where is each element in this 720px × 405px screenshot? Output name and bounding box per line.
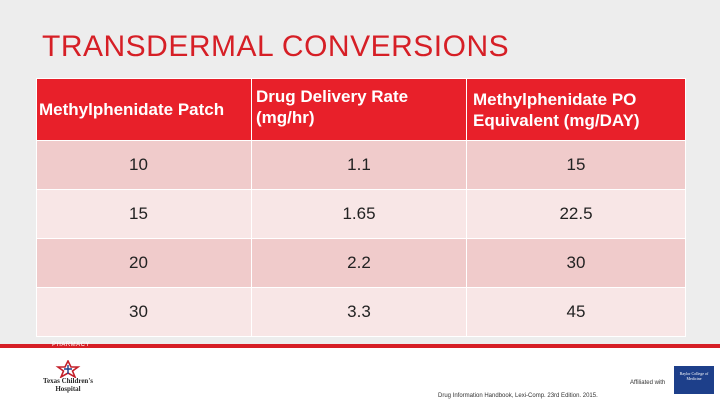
table-cell: 45 xyxy=(466,287,686,337)
table-cell: 2.2 xyxy=(251,238,467,288)
table-row: 10 1.1 15 xyxy=(36,140,686,190)
table-row: 30 3.3 45 xyxy=(36,287,686,337)
table-cell: 1.65 xyxy=(251,189,467,239)
hospital-logo: Texas Children's Hospital xyxy=(38,360,118,400)
footer-divider xyxy=(0,344,720,348)
table-cell: 3.3 xyxy=(251,287,467,337)
column-header-delivery-rate: Drug Delivery Rate (mg/hr) xyxy=(251,78,467,141)
table-row: 15 1.65 22.5 xyxy=(36,189,686,239)
table-cell: 15 xyxy=(466,140,686,190)
affiliation-badge: Baylor College of Medicine xyxy=(674,366,714,394)
section-label: PHARMACY xyxy=(52,342,91,348)
citation: Drug Information Handbook, Lexi-Comp. 23… xyxy=(438,393,598,399)
conversion-table: Methylphenidate Patch Drug Delivery Rate… xyxy=(36,78,686,337)
hospital-logo-text: Texas Children's Hospital xyxy=(43,377,93,393)
table-cell: 1.1 xyxy=(251,140,467,190)
column-header-patch: Methylphenidate Patch xyxy=(36,78,252,141)
table-cell: 30 xyxy=(466,238,686,288)
affiliation-label: Affiliated with xyxy=(630,380,666,386)
page-title: TRANSDERMAL CONVERSIONS xyxy=(42,30,510,63)
table-cell: 30 xyxy=(36,287,252,337)
table-cell: 10 xyxy=(36,140,252,190)
texas-childrens-star-icon xyxy=(55,360,81,378)
table-cell: 20 xyxy=(36,238,252,288)
table-cell: 15 xyxy=(36,189,252,239)
table-row: 20 2.2 30 xyxy=(36,238,686,288)
table-cell: 22.5 xyxy=(466,189,686,239)
table-header-row: Methylphenidate Patch Drug Delivery Rate… xyxy=(36,78,686,141)
column-header-po-equivalent: Methylphenidate PO Equivalent (mg/DAY) xyxy=(466,78,686,141)
